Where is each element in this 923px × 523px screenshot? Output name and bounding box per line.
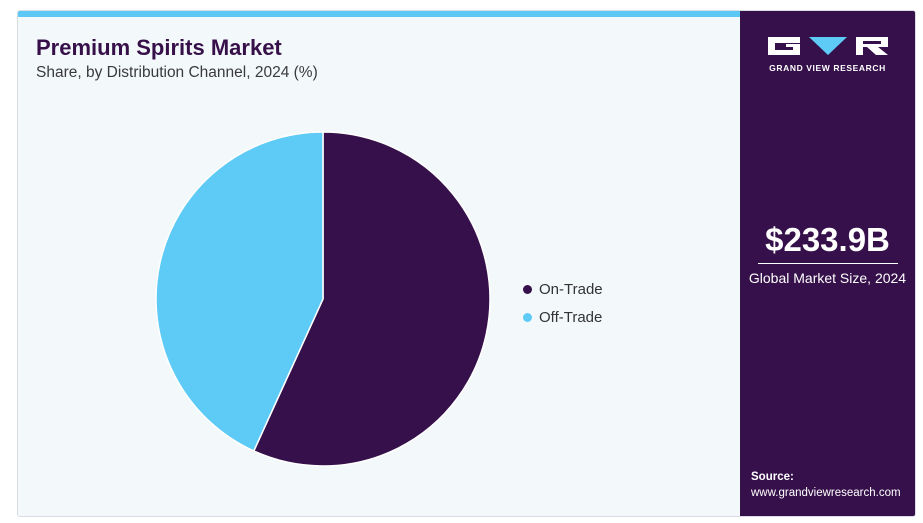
legend-item-on-trade: On-Trade	[523, 275, 603, 303]
logo-wordmark: GRAND VIEW RESEARCH	[769, 63, 886, 73]
pie-chart	[155, 131, 491, 467]
chart-panel: Premium Spirits Market Share, by Distrib…	[18, 11, 740, 516]
stat-divider	[758, 263, 898, 264]
pie-slice-off-trade	[155, 131, 324, 452]
legend-label: Off-Trade	[539, 308, 603, 326]
top-accent-bar	[18, 11, 740, 17]
market-size-value: $233.9B	[765, 221, 890, 258]
pie-slice-on-trade	[252, 131, 491, 467]
chart-title: Premium Spirits Market	[36, 35, 282, 60]
legend-item-off-trade: Off-Trade	[523, 303, 603, 331]
report-card: Premium Spirits Market Share, by Distrib…	[17, 10, 916, 517]
grand-view-research-logo	[768, 37, 888, 55]
summary-panel: GRAND VIEW RESEARCH $233.9B Global Marke…	[740, 11, 915, 516]
legend-swatch	[523, 312, 532, 322]
legend-swatch	[523, 284, 532, 294]
source-url[interactable]: www.grandviewresearch.com	[751, 487, 901, 499]
chart-legend: On-Trade Off-Trade	[523, 275, 603, 331]
chart-subtitle: Share, by Distribution Channel, 2024 (%)	[36, 64, 318, 81]
source-label: Source:	[751, 471, 794, 483]
legend-label: On-Trade	[539, 280, 603, 298]
market-size-label: Global Market Size, 2024	[748, 270, 907, 286]
